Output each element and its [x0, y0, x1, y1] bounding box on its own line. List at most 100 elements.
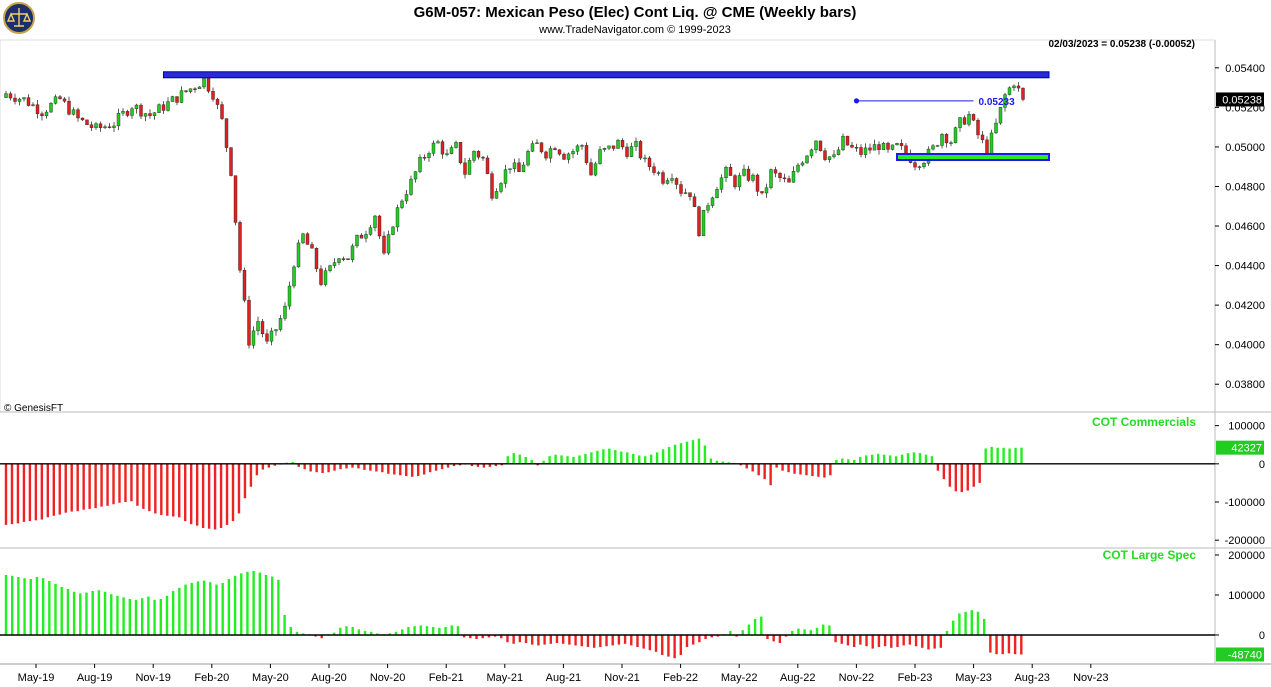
candle-body: [697, 206, 701, 236]
cot-large-spec-bar: [1001, 635, 1004, 655]
cot-large-spec-bar: [314, 635, 317, 637]
price-candle: [728, 163, 733, 176]
price-candle: [8, 91, 13, 101]
cot-large-spec-bar: [1007, 635, 1011, 654]
price-candle: [1016, 82, 1021, 92]
candle-body: [755, 174, 760, 192]
price-candle: [220, 101, 224, 120]
price-candle: [242, 267, 247, 303]
cot-large-spec-bar: [815, 627, 819, 635]
candle-body: [899, 143, 904, 146]
price-candle: [611, 145, 616, 151]
cot-commercials-bar: [865, 455, 868, 464]
price-candle: [94, 122, 98, 130]
candle-body: [197, 86, 202, 90]
cot-commercials-bar: [231, 463, 235, 522]
candle-body: [238, 222, 242, 271]
x-tick-label: May-20: [252, 672, 289, 684]
price-candle: [188, 88, 193, 94]
cot-large-spec-label: COT Large Spec: [1103, 548, 1197, 562]
cot-large-spec-bar: [72, 591, 76, 635]
candle-body: [661, 172, 665, 184]
price-candle: [499, 181, 503, 194]
candle-body: [35, 104, 40, 114]
x-tick-label: Aug-20: [311, 672, 346, 684]
price-candle: [274, 329, 278, 336]
price-candle: [949, 140, 953, 147]
price-candle: [422, 154, 427, 161]
candle-body: [521, 164, 526, 172]
cot-commercials-bar: [984, 448, 987, 464]
cot-commercials-bar: [452, 463, 456, 467]
cot-large-spec-bar: [116, 595, 119, 635]
candle-body: [737, 175, 742, 188]
cot-large-spec-bar: [407, 627, 410, 635]
cot-large-spec-bar: [91, 591, 94, 635]
candle-body: [593, 163, 598, 176]
cot-commercials-bar: [154, 463, 157, 514]
price-candle: [179, 86, 184, 104]
cot-large-spec-bar: [419, 625, 422, 635]
candle-body: [341, 258, 346, 260]
cot-large-spec-bar: [729, 631, 732, 635]
price-candle: [733, 173, 737, 190]
price-candle: [103, 124, 107, 129]
cot-last-value-label: 42327: [1231, 443, 1262, 455]
price-candle: [44, 109, 49, 119]
cot-commercials-bar: [554, 454, 557, 464]
candle-body: [886, 142, 890, 150]
cot-large-spec-bar: [363, 631, 367, 635]
cot-commercials-bar: [715, 460, 719, 464]
cot-commercials-bar: [500, 463, 504, 466]
cot-large-spec-bar: [506, 635, 509, 643]
candle-body: [881, 142, 886, 150]
cot-commercials-bar: [166, 463, 169, 516]
candle-body: [40, 113, 44, 117]
candle-body: [314, 248, 319, 270]
cot-large-spec-bar: [401, 629, 404, 635]
price-candle: [346, 258, 350, 260]
cot-commercials-bar: [189, 463, 193, 525]
cot-commercials-bar: [775, 463, 778, 468]
candle-body: [953, 127, 958, 143]
cot-large-spec-bar: [128, 599, 132, 635]
cot-large-spec-bar: [760, 616, 763, 635]
price-candle: [589, 158, 593, 176]
cot-commercials-bar: [243, 463, 247, 499]
cot-large-spec-bar: [976, 611, 980, 635]
cot-large-spec-bar: [859, 635, 862, 645]
price-candle: [337, 257, 341, 265]
candle-body: [490, 173, 494, 199]
candle-body: [782, 177, 787, 180]
price-candle: [980, 131, 985, 144]
price-candle: [625, 143, 629, 159]
price-candle: [881, 141, 886, 151]
price-candle: [292, 265, 296, 289]
cot-large-spec-bar: [803, 629, 806, 635]
cot-commercials-bar: [124, 463, 127, 502]
candle-body: [701, 210, 706, 236]
price-tick-label: 0.03800: [1225, 379, 1265, 391]
price-candle: [544, 150, 548, 161]
cot-commercials-bar: [94, 463, 97, 509]
cot-commercials-bar: [1020, 447, 1023, 464]
cot-large-spec-bar: [939, 635, 943, 648]
x-tick-label: Feb-23: [898, 672, 933, 684]
cot-commercials-bar: [369, 463, 372, 471]
price-tick-label: 0.04200: [1225, 300, 1265, 312]
cot-commercials-bar: [841, 458, 844, 464]
price-candle: [463, 157, 467, 179]
cot-commercials-bar: [100, 463, 103, 507]
cot-large-spec-bar: [35, 577, 39, 635]
price-candle: [679, 180, 683, 197]
candle-body: [890, 144, 895, 150]
price-candle: [404, 189, 409, 205]
price-candle: [409, 175, 413, 196]
candle-body: [206, 78, 211, 92]
candle-body: [346, 258, 350, 260]
candle-body: [215, 99, 220, 105]
candle-body: [175, 96, 179, 103]
x-tick-label: Feb-20: [194, 672, 229, 684]
cot-commercials-bar: [524, 456, 527, 464]
candle-body: [692, 196, 697, 208]
